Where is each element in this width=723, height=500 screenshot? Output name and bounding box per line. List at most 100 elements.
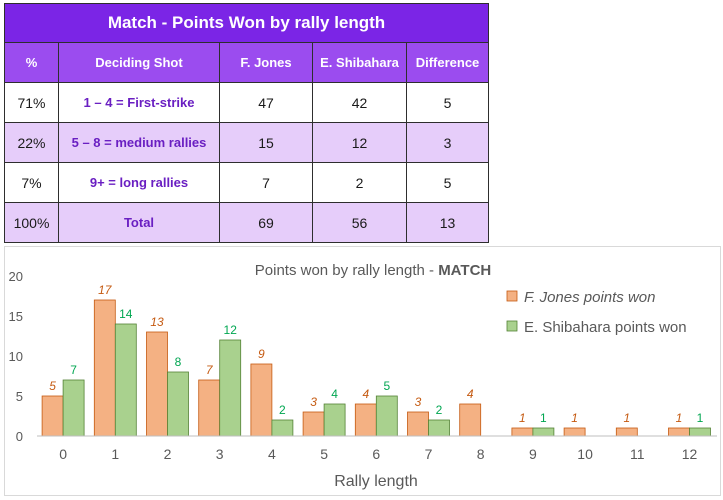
x-tick-label: 9 [529, 446, 537, 462]
data-label-jones: 13 [150, 315, 164, 329]
legend: F. Jones points won E. Shibahara points … [506, 289, 687, 336]
row-difference-value: 5 [406, 82, 489, 123]
header-jones: F. Jones [219, 42, 313, 83]
legend-swatch-jones [506, 290, 518, 302]
x-tick-label: 5 [320, 446, 328, 462]
x-tick-label: 12 [682, 446, 698, 462]
x-tick-label: 11 [630, 446, 645, 462]
y-tick-label: 10 [9, 349, 23, 364]
bar-jones [93, 299, 116, 437]
table-row: 71% 1 – 4 = First-strike 47 42 5 [4, 82, 489, 123]
bar-shibahara [271, 419, 294, 437]
data-label-jones: 5 [49, 379, 56, 393]
row-jones-value: 7 [219, 162, 313, 203]
data-label-jones: 7 [206, 363, 214, 377]
bar-shibahara [62, 379, 85, 437]
bar-jones [302, 411, 325, 437]
bar-jones [511, 427, 534, 437]
chart-title-bold: MATCH [438, 262, 491, 279]
bar-jones [407, 411, 429, 437]
table-title: Match - Points Won by rally length [4, 3, 489, 43]
total-percent: 100% [4, 202, 59, 243]
bar-jones [41, 395, 64, 437]
y-tick-label: 15 [9, 309, 23, 324]
header-percent: % [4, 42, 59, 83]
table-row: 7% 9+ = long rallies 7 2 5 [4, 162, 489, 203]
bar-jones [563, 427, 586, 437]
table-row: 22% 5 – 8 = medium rallies 15 12 3 [4, 122, 489, 163]
bar-jones [198, 379, 221, 437]
data-label-shibahara: 7 [70, 363, 77, 377]
total-label: Total [58, 202, 220, 243]
total-shibahara-value: 56 [312, 202, 407, 243]
legend-label-shibahara: E. Shibahara points won [524, 319, 687, 336]
row-shot-label: 9+ = long rallies [58, 162, 220, 203]
data-label-shibahara: 12 [224, 323, 238, 337]
row-difference-value: 3 [406, 122, 489, 163]
row-difference-value: 5 [406, 162, 489, 203]
bar-jones [668, 427, 690, 437]
bar-jones [459, 403, 482, 437]
row-percent: 22% [4, 122, 59, 163]
data-label-shibahara: 1 [540, 411, 547, 425]
bar-jones [354, 403, 377, 437]
chart-title-prefix: Points won by rally length - [255, 262, 438, 279]
x-tick-label: 2 [164, 446, 172, 462]
data-label-shibahara: 1 [697, 411, 704, 425]
data-label-jones: 3 [415, 395, 422, 409]
data-label-jones: 9 [258, 347, 265, 361]
bar-shibahara [375, 395, 398, 437]
header-deciding-shot: Deciding Shot [58, 42, 220, 83]
y-tick-label: 0 [16, 429, 23, 444]
data-label-shibahara: 5 [383, 379, 390, 393]
row-percent: 71% [4, 82, 59, 123]
chart-title: Points won by rally length - MATCH [255, 262, 491, 279]
bar-shibahara [532, 427, 555, 437]
x-tick-label: 7 [425, 446, 433, 462]
legend-label-jones: F. Jones points won [524, 289, 655, 306]
data-label-jones: 4 [362, 387, 369, 401]
bar-shibahara [689, 427, 711, 437]
bar-jones [615, 427, 638, 437]
x-tick-label: 10 [577, 446, 593, 462]
y-tick-label: 20 [9, 269, 23, 284]
bar-shibahara [219, 339, 242, 437]
row-shot-label: 5 – 8 = medium rallies [58, 122, 220, 163]
row-percent: 7% [4, 162, 59, 203]
data-label-jones: 1 [519, 411, 526, 425]
data-label-jones: 1 [623, 411, 630, 425]
bar-shibahara [114, 323, 137, 437]
data-label-shibahara: 2 [436, 403, 443, 417]
total-jones-value: 69 [219, 202, 313, 243]
chart-area: Points won by rally length - MATCH Rally… [4, 246, 721, 496]
x-tick-label: 4 [268, 446, 276, 462]
x-tick-label: 3 [216, 446, 224, 462]
x-tick-label: 8 [477, 446, 485, 462]
x-tick-label: 1 [111, 446, 119, 462]
x-tick-label: 0 [59, 446, 67, 462]
row-shibahara-value: 12 [312, 122, 407, 163]
table-row-total: 100% Total 69 56 13 [4, 202, 489, 243]
data-label-shibahara: 4 [331, 387, 338, 401]
bar-shibahara [428, 419, 450, 437]
header-difference: Difference [406, 42, 489, 83]
x-axis-label: Rally length [334, 473, 418, 490]
data-label-jones: 4 [467, 387, 474, 401]
bar-jones [146, 331, 168, 437]
row-jones-value: 15 [219, 122, 313, 163]
data-label-jones: 3 [310, 395, 317, 409]
row-shibahara-value: 2 [312, 162, 407, 203]
bar-shibahara [323, 403, 346, 437]
data-label-jones: 1 [676, 411, 683, 425]
bar-jones [250, 363, 273, 437]
row-jones-value: 47 [219, 82, 313, 123]
rally-length-table: Match - Points Won by rally length % Dec… [4, 3, 489, 243]
header-shibahara: E. Shibahara [312, 42, 407, 83]
y-tick-label: 5 [16, 389, 23, 404]
data-label-jones: 17 [98, 283, 113, 297]
legend-swatch-shibahara [506, 320, 518, 332]
data-label-jones: 1 [571, 411, 578, 425]
data-label-shibahara: 2 [279, 403, 286, 417]
row-shibahara-value: 42 [312, 82, 407, 123]
rally-length-bar-chart: Points won by rally length - MATCH Rally… [9, 262, 717, 490]
